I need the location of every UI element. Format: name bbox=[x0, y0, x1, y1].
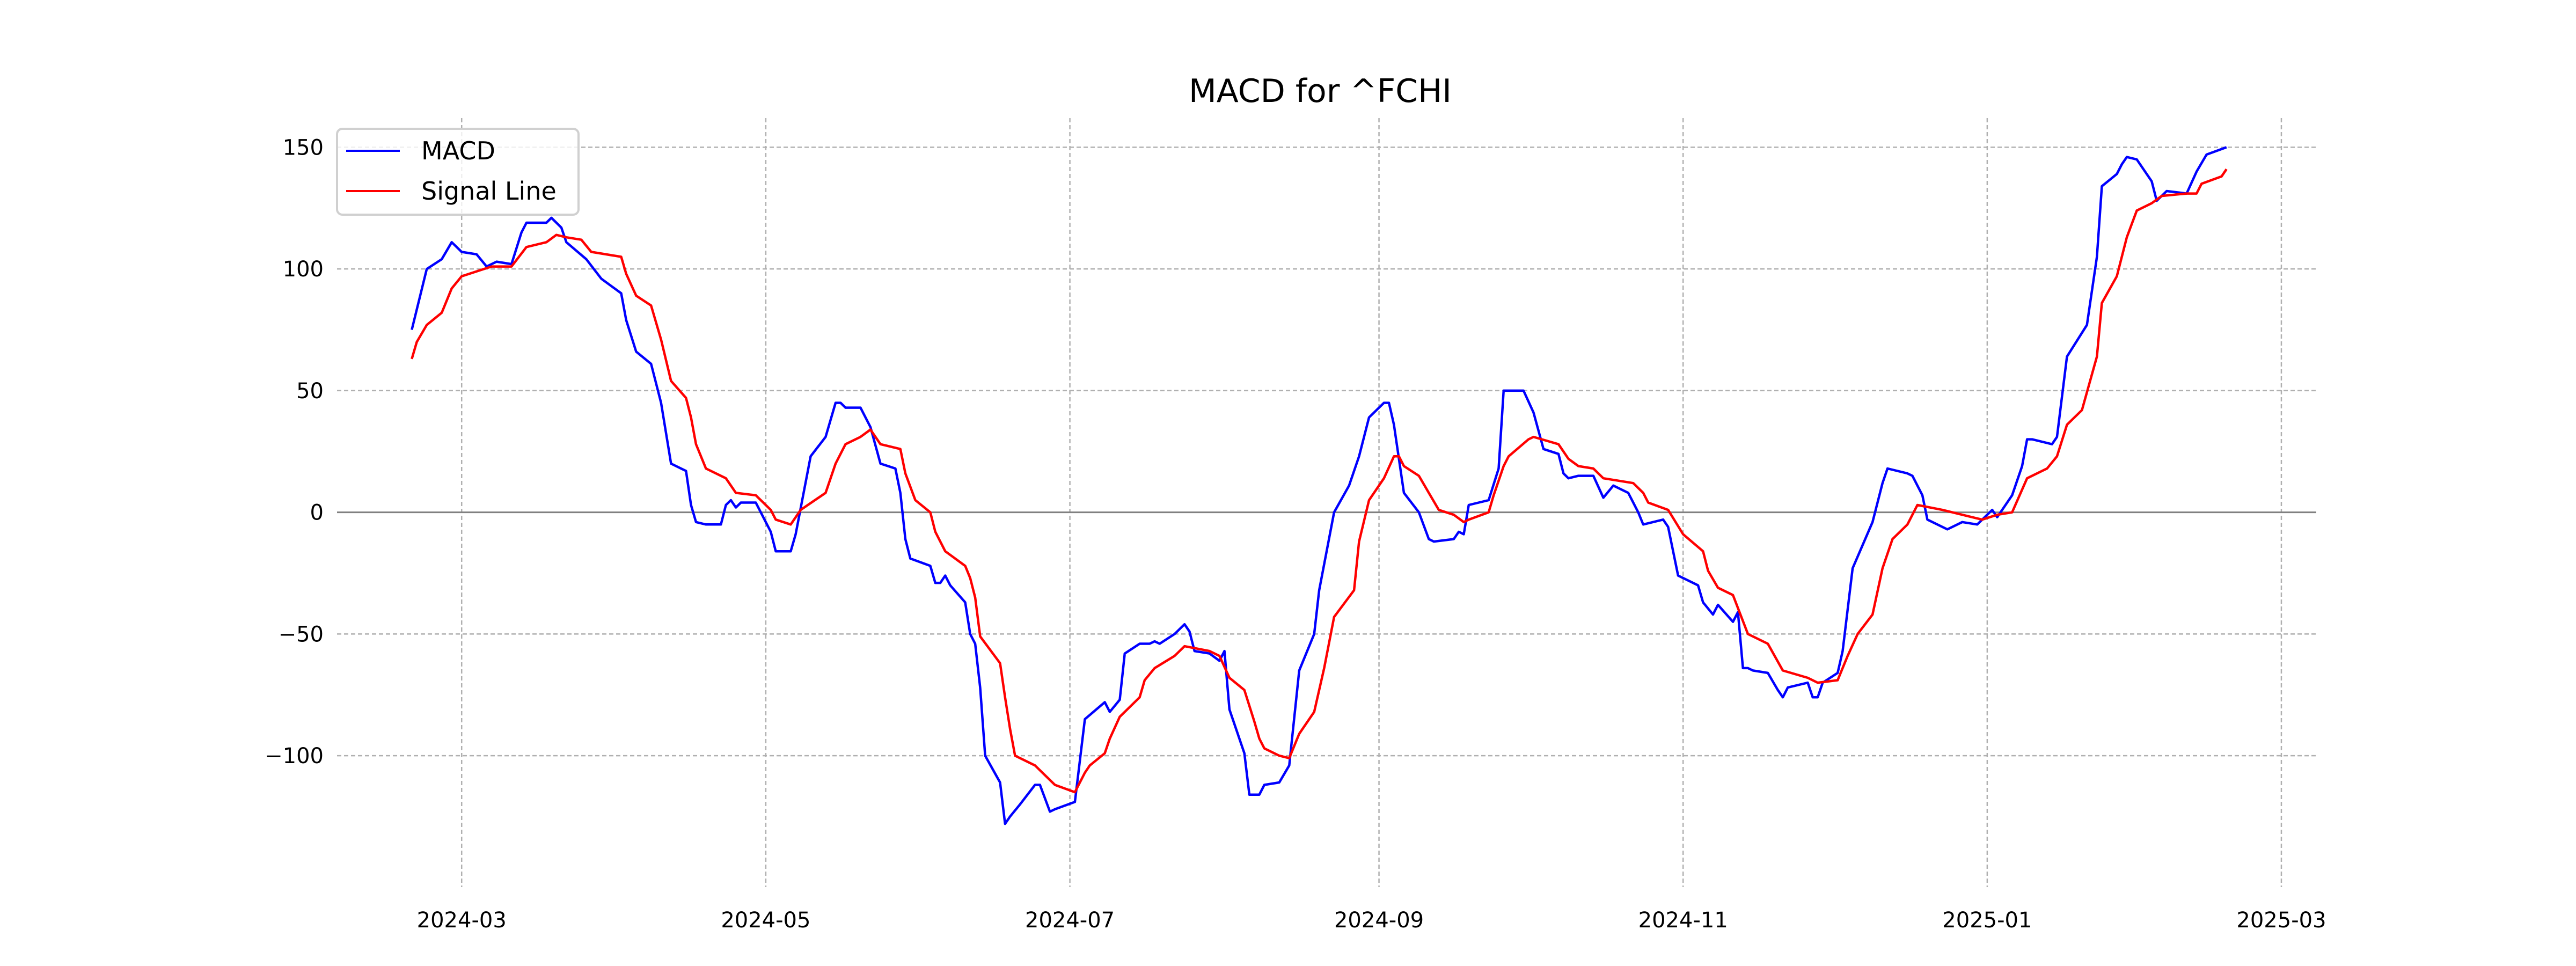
x-tick-label: 2025-01 bbox=[1942, 908, 2032, 933]
series-lines bbox=[411, 146, 2228, 825]
y-tick-label: 50 bbox=[296, 379, 324, 404]
legend: MACD Signal Line bbox=[336, 128, 580, 216]
x-tick-label: 2024-07 bbox=[1025, 908, 1115, 933]
signal-line bbox=[411, 168, 2228, 794]
y-tick-label: 100 bbox=[283, 257, 324, 282]
legend-signal-label: Signal Line bbox=[421, 177, 557, 206]
x-tick-label: 2024-05 bbox=[721, 908, 810, 933]
x-tick-label: 2024-03 bbox=[417, 908, 507, 933]
x-tick-label: 2024-11 bbox=[1638, 908, 1728, 933]
grid bbox=[337, 118, 2316, 887]
legend-macd-label: MACD bbox=[421, 136, 495, 165]
y-tick-label: −50 bbox=[279, 622, 324, 647]
y-tick-label: 0 bbox=[310, 501, 324, 525]
x-tick-label: 2024-09 bbox=[1334, 908, 1424, 933]
y-tick-label: −100 bbox=[265, 744, 324, 769]
y-axis-ticks: −100 −50 0 50 100 150 bbox=[265, 135, 324, 769]
x-tick-label: 2025-03 bbox=[2236, 908, 2326, 933]
chart-title: MACD for ^FCHI bbox=[1189, 72, 1452, 110]
y-tick-label: 150 bbox=[283, 135, 324, 160]
macd-line bbox=[411, 146, 2227, 825]
x-axis-ticks: 2024-03 2024-05 2024-07 2024-09 2024-11 2025-… bbox=[417, 908, 2326, 933]
